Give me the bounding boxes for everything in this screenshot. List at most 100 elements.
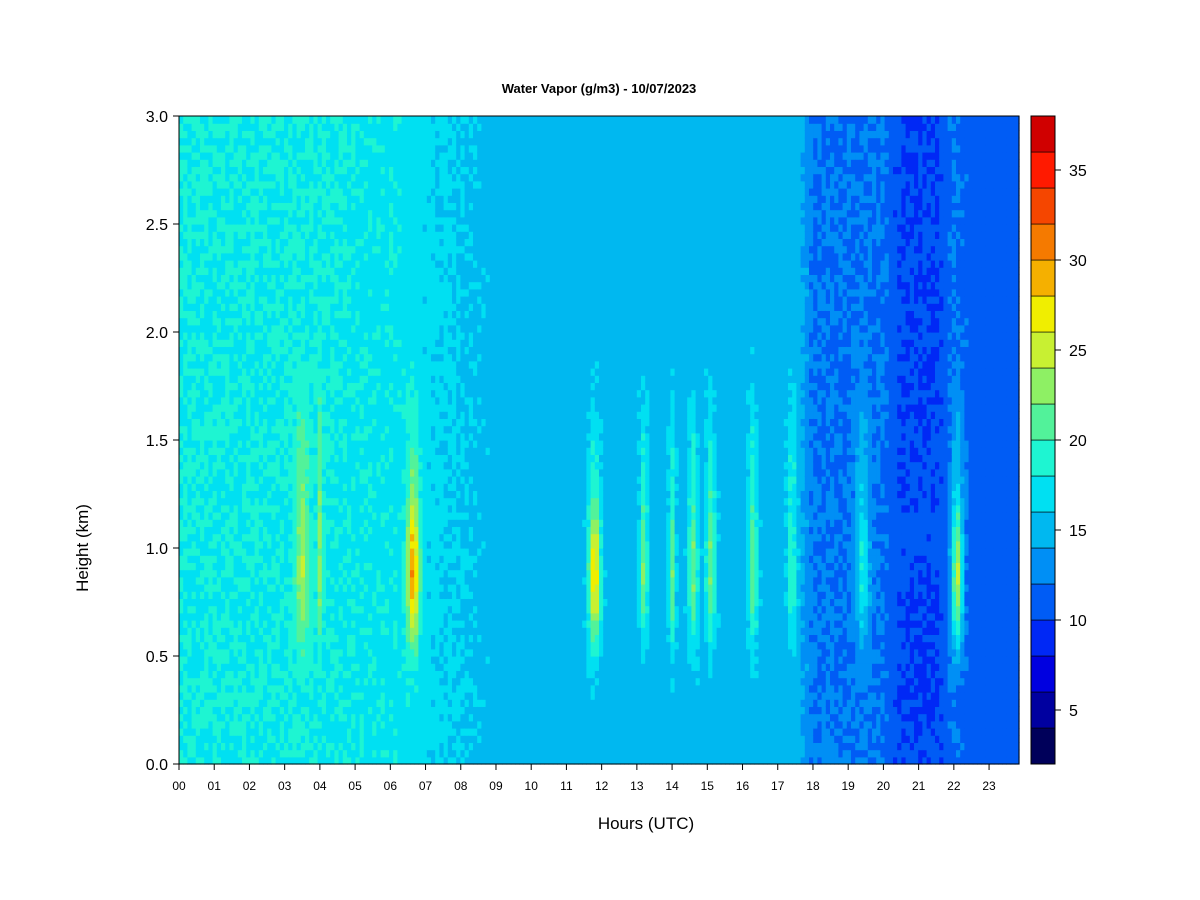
heat-cell xyxy=(233,389,239,398)
heat-cell xyxy=(363,425,369,434)
heat-cell xyxy=(279,396,285,405)
heat-cell xyxy=(359,749,365,758)
heat-cell xyxy=(292,238,298,247)
heat-cell xyxy=(321,389,327,398)
heat-cell xyxy=(401,245,407,254)
heat-cell xyxy=(258,346,264,355)
heat-cell xyxy=(384,591,390,599)
heat-cell xyxy=(267,360,272,369)
heat-cell xyxy=(225,454,230,463)
heat-cell xyxy=(237,260,243,268)
heat-cell xyxy=(401,216,407,225)
heat-cell xyxy=(330,440,335,448)
heat-cell xyxy=(216,382,222,391)
heat-cell xyxy=(372,360,377,369)
heat-cell xyxy=(326,440,331,448)
heat-cell xyxy=(384,252,390,261)
heat-cell xyxy=(338,706,344,715)
heat-cell xyxy=(321,504,327,513)
heat-cell xyxy=(347,353,352,362)
heat-cell xyxy=(229,418,235,427)
heat-cell xyxy=(242,656,247,664)
heat-cell xyxy=(258,447,264,455)
heat-cell xyxy=(389,598,394,607)
heat-cell xyxy=(363,166,369,175)
heat-cell xyxy=(191,411,197,419)
heat-cell xyxy=(401,620,407,628)
heat-cell xyxy=(347,411,352,419)
heat-cell xyxy=(237,476,243,484)
heat-cell xyxy=(376,562,382,571)
heat-cell xyxy=(279,166,285,175)
heat-cell xyxy=(288,706,293,715)
heat-cell xyxy=(321,368,327,376)
heat-cell xyxy=(187,339,193,347)
heat-cell xyxy=(258,584,264,592)
heat-cell xyxy=(179,260,184,268)
heat-cell xyxy=(233,418,239,427)
heat-cell xyxy=(317,267,323,275)
heat-cell xyxy=(254,195,260,203)
heat-cell xyxy=(288,641,293,650)
heat-cell xyxy=(351,627,356,635)
heat-cell xyxy=(368,296,373,304)
heat-cell xyxy=(183,684,188,693)
heat-cell xyxy=(334,267,340,275)
heat-cell xyxy=(179,468,184,477)
heat-cell xyxy=(275,612,281,621)
heat-cell xyxy=(237,202,243,211)
heat-cell xyxy=(221,209,226,218)
heat-cell xyxy=(204,461,209,470)
heat-cell xyxy=(389,684,394,693)
heat-cell xyxy=(221,749,226,758)
heat-cell xyxy=(187,130,193,139)
heat-cell xyxy=(317,288,323,297)
heat-cell xyxy=(292,440,298,448)
heat-cell xyxy=(271,533,277,542)
heat-cell xyxy=(300,598,306,607)
heat-cell xyxy=(250,411,256,419)
heat-cell xyxy=(221,396,226,405)
heat-cell xyxy=(338,252,344,261)
heat-cell xyxy=(359,209,365,218)
heat-cell xyxy=(216,526,222,535)
heat-cell xyxy=(397,735,403,743)
heat-cell xyxy=(292,533,298,542)
heat-cell xyxy=(221,706,226,715)
heat-cell xyxy=(347,173,352,182)
heat-cell xyxy=(363,440,369,448)
heat-cell xyxy=(191,281,197,290)
heat-cell xyxy=(389,576,394,585)
heat-cell xyxy=(351,116,356,124)
heat-cell xyxy=(296,123,302,131)
heat-cell xyxy=(338,411,344,419)
heat-cell xyxy=(212,296,218,304)
heat-cell xyxy=(410,490,415,499)
heat-cell xyxy=(342,483,348,491)
heat-cell xyxy=(397,267,403,275)
heat-cell xyxy=(250,166,256,175)
heat-cell xyxy=(279,656,285,664)
heat-cell xyxy=(368,404,373,412)
heat-cell xyxy=(405,123,411,131)
heat-cell xyxy=(300,324,306,333)
heat-cell xyxy=(347,591,352,599)
heat-cell xyxy=(275,656,281,664)
heat-cell xyxy=(216,368,222,376)
heat-cell xyxy=(393,742,398,751)
heat-cell xyxy=(338,605,344,614)
heat-cell xyxy=(334,116,340,124)
heat-cell xyxy=(271,180,277,189)
heat-cell xyxy=(405,576,411,585)
heat-cell xyxy=(183,440,188,448)
heat-cell xyxy=(330,569,335,578)
heat-cell xyxy=(347,648,352,657)
heat-cell xyxy=(380,166,386,175)
heat-cell xyxy=(292,317,298,326)
heat-cell xyxy=(405,461,411,470)
heat-cell xyxy=(347,735,352,743)
heat-cell xyxy=(380,130,386,139)
heat-cell xyxy=(204,166,209,175)
heat-cell xyxy=(212,188,218,196)
heat-cell xyxy=(242,209,247,218)
